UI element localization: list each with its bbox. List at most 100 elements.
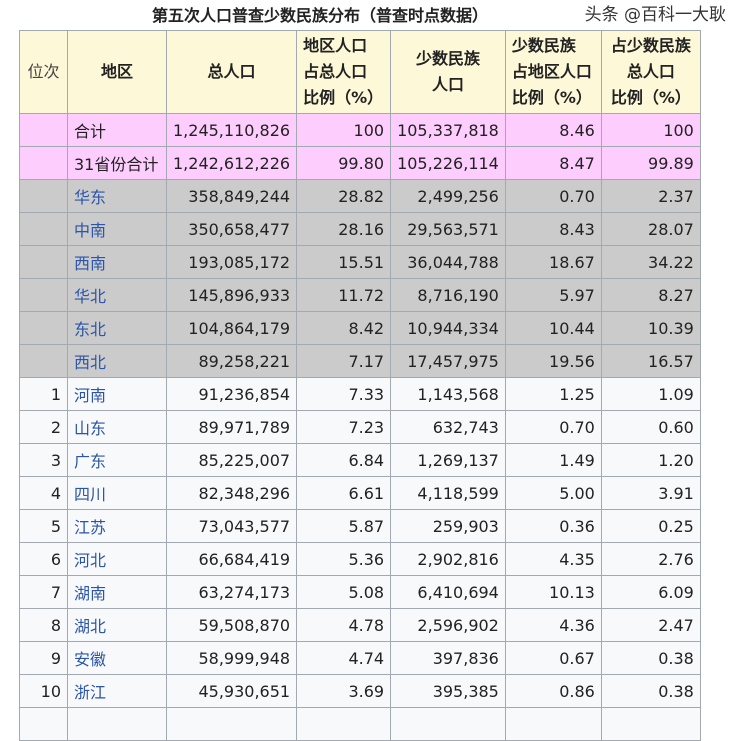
minority-population-cell: 397,836	[390, 641, 506, 675]
minority-share-cell: 5.00	[504, 476, 602, 510]
share-of-minorities-cell: 99.89	[600, 146, 701, 180]
table-row: 华北 145,896,933 11.72 8,716,190 5.97 8.27	[19, 278, 701, 312]
share-of-minorities-cell: 100	[600, 113, 701, 147]
share-of-minorities-cell	[600, 707, 701, 741]
region-share-cell: 3.69	[296, 674, 392, 708]
minority-share-cell: 0.70	[504, 179, 602, 213]
region-name-cell: 合计	[67, 113, 167, 147]
table-row: 4 四川 82,348,296 6.61 4,118,599 5.00 3.91	[19, 476, 701, 510]
total-population-cell: 145,896,933	[165, 278, 298, 312]
table-row: 9 安徽 58,999,948 4.74 397,836 0.67 0.38	[19, 641, 701, 675]
minority-population-cell: 17,457,975	[390, 344, 506, 378]
share-of-minorities-cell: 1.09	[600, 377, 701, 411]
region-share-cell: 8.42	[296, 311, 392, 345]
table-row: 5 江苏 73,043,577 5.87 259,903 0.36 0.25	[19, 509, 701, 543]
total-population-cell: 82,348,296	[165, 476, 298, 510]
header-total-population[interactable]: 总人口	[165, 30, 298, 114]
header-rank[interactable]: 位次	[19, 30, 68, 114]
region-link[interactable]: 中南	[67, 212, 167, 246]
header-region-share[interactable]: 地区人口 占总人口 比例（%）	[296, 30, 392, 114]
share-of-minorities-cell: 0.38	[600, 641, 701, 675]
rank-cell: 5	[19, 509, 68, 543]
minority-share-cell	[504, 707, 602, 741]
header-region[interactable]: 地区	[67, 30, 167, 114]
share-of-minorities-cell: 10.39	[600, 311, 701, 345]
minority-share-cell: 5.97	[504, 278, 602, 312]
total-population-cell: 66,684,419	[165, 542, 298, 576]
region-link[interactable]: 江苏	[67, 509, 167, 543]
table-row: 31省份合计 1,242,612,226 99.80 105,226,114 8.47 9…	[19, 146, 701, 180]
total-population-cell: 89,258,221	[165, 344, 298, 378]
total-population-cell	[165, 707, 298, 741]
region-link[interactable]: 安徽	[67, 641, 167, 675]
total-population-cell: 193,085,172	[165, 245, 298, 279]
minority-share-cell: 10.44	[504, 311, 602, 345]
table-row: 3 广东 85,225,007 6.84 1,269,137 1.49 1.20	[19, 443, 701, 477]
region-link[interactable]: 山东	[67, 410, 167, 444]
region-share-cell: 5.87	[296, 509, 392, 543]
rank-cell	[19, 278, 68, 312]
share-of-minorities-cell: 2.37	[600, 179, 701, 213]
header-share-of-minorities[interactable]: 占少数民族 总人口 比例（%）	[600, 30, 701, 114]
rank-cell	[19, 146, 68, 180]
region-link[interactable]: 华北	[67, 278, 167, 312]
total-population-cell: 350,658,477	[165, 212, 298, 246]
rank-cell: 6	[19, 542, 68, 576]
minority-share-cell: 0.36	[504, 509, 602, 543]
minority-share-cell: 0.67	[504, 641, 602, 675]
share-of-minorities-cell: 2.47	[600, 608, 701, 642]
region-link[interactable]: 华东	[67, 179, 167, 213]
table-row: 10 浙江 45,930,651 3.69 395,385 0.86 0.38	[19, 674, 701, 708]
region-share-cell: 28.16	[296, 212, 392, 246]
region-link[interactable]: 湖北	[67, 608, 167, 642]
minority-population-cell: 4,118,599	[390, 476, 506, 510]
region-link[interactable]: 河南	[67, 377, 167, 411]
region-link[interactable]	[67, 707, 167, 741]
total-population-cell: 73,043,577	[165, 509, 298, 543]
share-of-minorities-cell: 16.57	[600, 344, 701, 378]
minority-population-cell: 395,385	[390, 674, 506, 708]
region-name-cell: 31省份合计	[67, 146, 167, 180]
region-link[interactable]: 河北	[67, 542, 167, 576]
minority-population-cell: 632,743	[390, 410, 506, 444]
table-row	[19, 707, 701, 741]
total-population-cell: 358,849,244	[165, 179, 298, 213]
rank-cell: 9	[19, 641, 68, 675]
header-minority-share-of-region[interactable]: 少数民族 占地区人口 比例（%）	[504, 30, 602, 114]
region-link[interactable]: 浙江	[67, 674, 167, 708]
table-caption: 第五次人口普查少数民族分布（普查时点数据）	[151, 6, 488, 25]
minority-population-cell: 259,903	[390, 509, 506, 543]
table-row: 西南 193,085,172 15.51 36,044,788 18.67 34.22	[19, 245, 701, 279]
share-of-minorities-cell: 8.27	[600, 278, 701, 312]
share-of-minorities-cell: 28.07	[600, 212, 701, 246]
region-share-cell: 4.74	[296, 641, 392, 675]
minority-share-cell: 19.56	[504, 344, 602, 378]
region-link[interactable]: 湖南	[67, 575, 167, 609]
region-share-cell: 5.36	[296, 542, 392, 576]
region-link[interactable]: 西北	[67, 344, 167, 378]
region-link[interactable]: 东北	[67, 311, 167, 345]
minority-population-cell: 2,596,902	[390, 608, 506, 642]
region-share-cell: 100	[296, 113, 392, 147]
region-share-cell: 4.78	[296, 608, 392, 642]
minority-population-cell: 8,716,190	[390, 278, 506, 312]
minority-population-cell: 6,410,694	[390, 575, 506, 609]
total-population-cell: 1,242,612,226	[165, 146, 298, 180]
share-of-minorities-cell: 0.38	[600, 674, 701, 708]
region-link[interactable]: 西南	[67, 245, 167, 279]
rank-cell: 2	[19, 410, 68, 444]
rank-cell: 1	[19, 377, 68, 411]
region-share-cell: 7.33	[296, 377, 392, 411]
minority-share-cell: 1.25	[504, 377, 602, 411]
region-link[interactable]: 广东	[67, 443, 167, 477]
minority-population-cell: 10,944,334	[390, 311, 506, 345]
table-row: 西北 89,258,221 7.17 17,457,975 19.56 16.57	[19, 344, 701, 378]
minority-share-cell: 8.47	[504, 146, 602, 180]
table-row: 1 河南 91,236,854 7.33 1,143,568 1.25 1.09	[19, 377, 701, 411]
minority-population-cell: 2,499,256	[390, 179, 506, 213]
rank-cell	[19, 179, 68, 213]
total-population-cell: 45,930,651	[165, 674, 298, 708]
header-minority-population[interactable]: 少数民族 人口	[390, 30, 506, 114]
region-link[interactable]: 四川	[67, 476, 167, 510]
share-of-minorities-cell: 3.91	[600, 476, 701, 510]
